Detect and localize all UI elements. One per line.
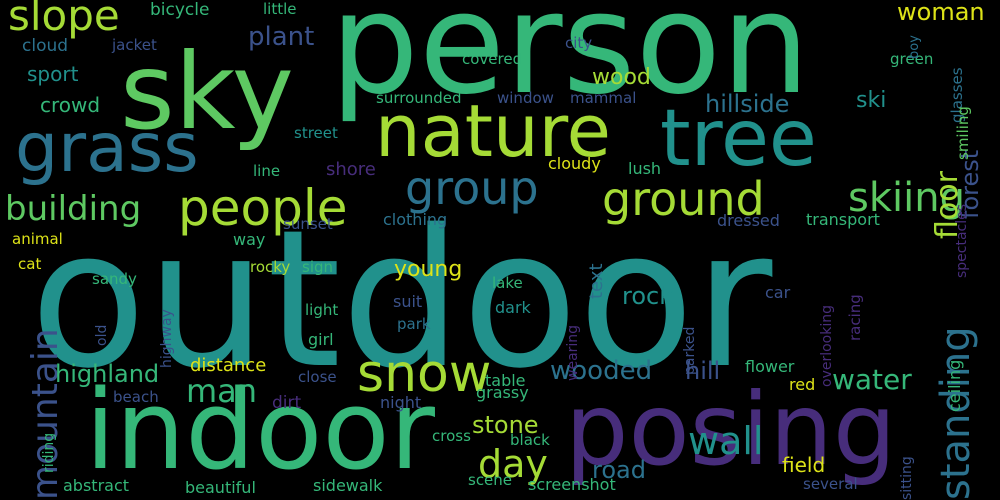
word-clothing: clothing [383, 210, 448, 229]
word-plant: plant [248, 22, 315, 52]
word-sitting: sitting [899, 456, 915, 500]
word-hillside: hillside [705, 90, 790, 118]
word-dressed: dressed [717, 211, 780, 230]
word-highway: highway [159, 309, 175, 368]
word-smiling: smiling [954, 105, 972, 160]
word-dirt: dirt [272, 393, 302, 413]
word-hill: hill [685, 357, 721, 385]
word-line: line [253, 162, 281, 180]
word-racing: racing [846, 293, 864, 341]
word-sidewalk: sidewalk [313, 476, 383, 495]
word-table: table [485, 371, 526, 390]
word-way: way [233, 230, 266, 249]
word-lush: lush [628, 159, 662, 178]
word-rocky: rocky [250, 258, 291, 276]
word-sport: sport [27, 62, 79, 86]
word-group: group [405, 161, 539, 215]
word-mountain: mountain [25, 328, 66, 500]
word-tree: tree [660, 94, 817, 184]
word-jacket: jacket [112, 36, 157, 54]
word-riding: riding [41, 432, 57, 473]
word-highland: highland [55, 360, 160, 388]
word-stone: stone [472, 411, 539, 439]
word-beach: beach [113, 388, 159, 406]
word-covered: covered [462, 50, 523, 68]
word-sky: sky [120, 31, 294, 153]
word-outdoor: outdoor [30, 189, 773, 410]
word-cloudy: cloudy [548, 154, 601, 173]
word-people: people [178, 179, 348, 237]
word-young: young [394, 257, 463, 282]
word-parked: parked [682, 326, 698, 375]
word-red: red [789, 375, 816, 394]
word-rock: rock [622, 282, 674, 310]
word-day: day [478, 442, 548, 486]
word-crowd: crowd [40, 93, 101, 117]
word-skiing: skiing [848, 175, 965, 221]
word-water: water [832, 363, 912, 396]
word-car: car [765, 283, 791, 302]
word-screenshot: screenshot [528, 475, 616, 494]
word-dark: dark [495, 298, 531, 317]
word-window: window [497, 89, 554, 107]
word-scene: scene [468, 471, 513, 489]
word-indoor: indoor [85, 366, 435, 494]
word-beautiful: beautiful [185, 478, 256, 497]
word-animal: animal [12, 230, 63, 248]
word-several: several [803, 475, 858, 493]
word-green: green [890, 50, 934, 68]
word-flower: flower [745, 357, 795, 376]
word-road: road [592, 456, 646, 484]
word-surrounded: surrounded [376, 89, 462, 107]
word-city: city [565, 34, 593, 52]
word-abstract: abstract [63, 476, 130, 495]
word-shore: shore [326, 159, 376, 180]
word-grass: grass [15, 109, 199, 188]
word-wearing: wearing [565, 324, 581, 381]
word-field: field [782, 453, 826, 477]
word-bicycle: bicycle [150, 0, 210, 20]
word-grassy: grassy [476, 383, 529, 402]
word-person: person [330, 0, 810, 126]
word-text: text [586, 263, 607, 299]
word-little: little [263, 0, 297, 18]
word-ski: ski [856, 88, 887, 113]
word-black: black [510, 431, 550, 449]
word-night: night [380, 393, 422, 412]
word-cat: cat [18, 255, 42, 273]
word-mammal: mammal [570, 89, 637, 107]
word-old: old [94, 325, 110, 347]
word-man: man [186, 372, 258, 410]
word-slope: slope [8, 0, 120, 40]
word-transport: transport [806, 210, 880, 229]
word-ground: ground [602, 172, 765, 226]
word-girl: girl [308, 330, 334, 349]
word-sunset: sunset [283, 215, 333, 233]
word-wall: wall [688, 419, 764, 463]
word-wooded: wooded [550, 356, 653, 386]
word-cloud: cloud [22, 36, 69, 56]
word-sign: sign [302, 258, 334, 276]
word-distance: distance [190, 355, 267, 376]
word-sandy: sandy [92, 270, 137, 288]
word-boy: boy [907, 35, 922, 60]
word-suit: suit [393, 292, 423, 311]
word-ceiling: ceiling [945, 359, 964, 412]
word-spectacles: spectacles [954, 204, 970, 279]
word-building: building [5, 189, 142, 229]
word-street: street [294, 124, 338, 142]
word-park: park [397, 315, 431, 333]
word-wood: wood [592, 65, 651, 90]
word-close: close [298, 368, 337, 386]
word-snow: snow [357, 344, 492, 404]
word-woman: woman [897, 0, 985, 26]
word-lake: lake [492, 274, 523, 292]
word-standing: standing [933, 326, 979, 500]
word-cross: cross [432, 427, 471, 445]
word-overlooking: overlooking [819, 304, 835, 387]
word-posing: posing [565, 371, 897, 488]
word-light: light [305, 301, 339, 319]
word-nature: nature [375, 89, 611, 173]
